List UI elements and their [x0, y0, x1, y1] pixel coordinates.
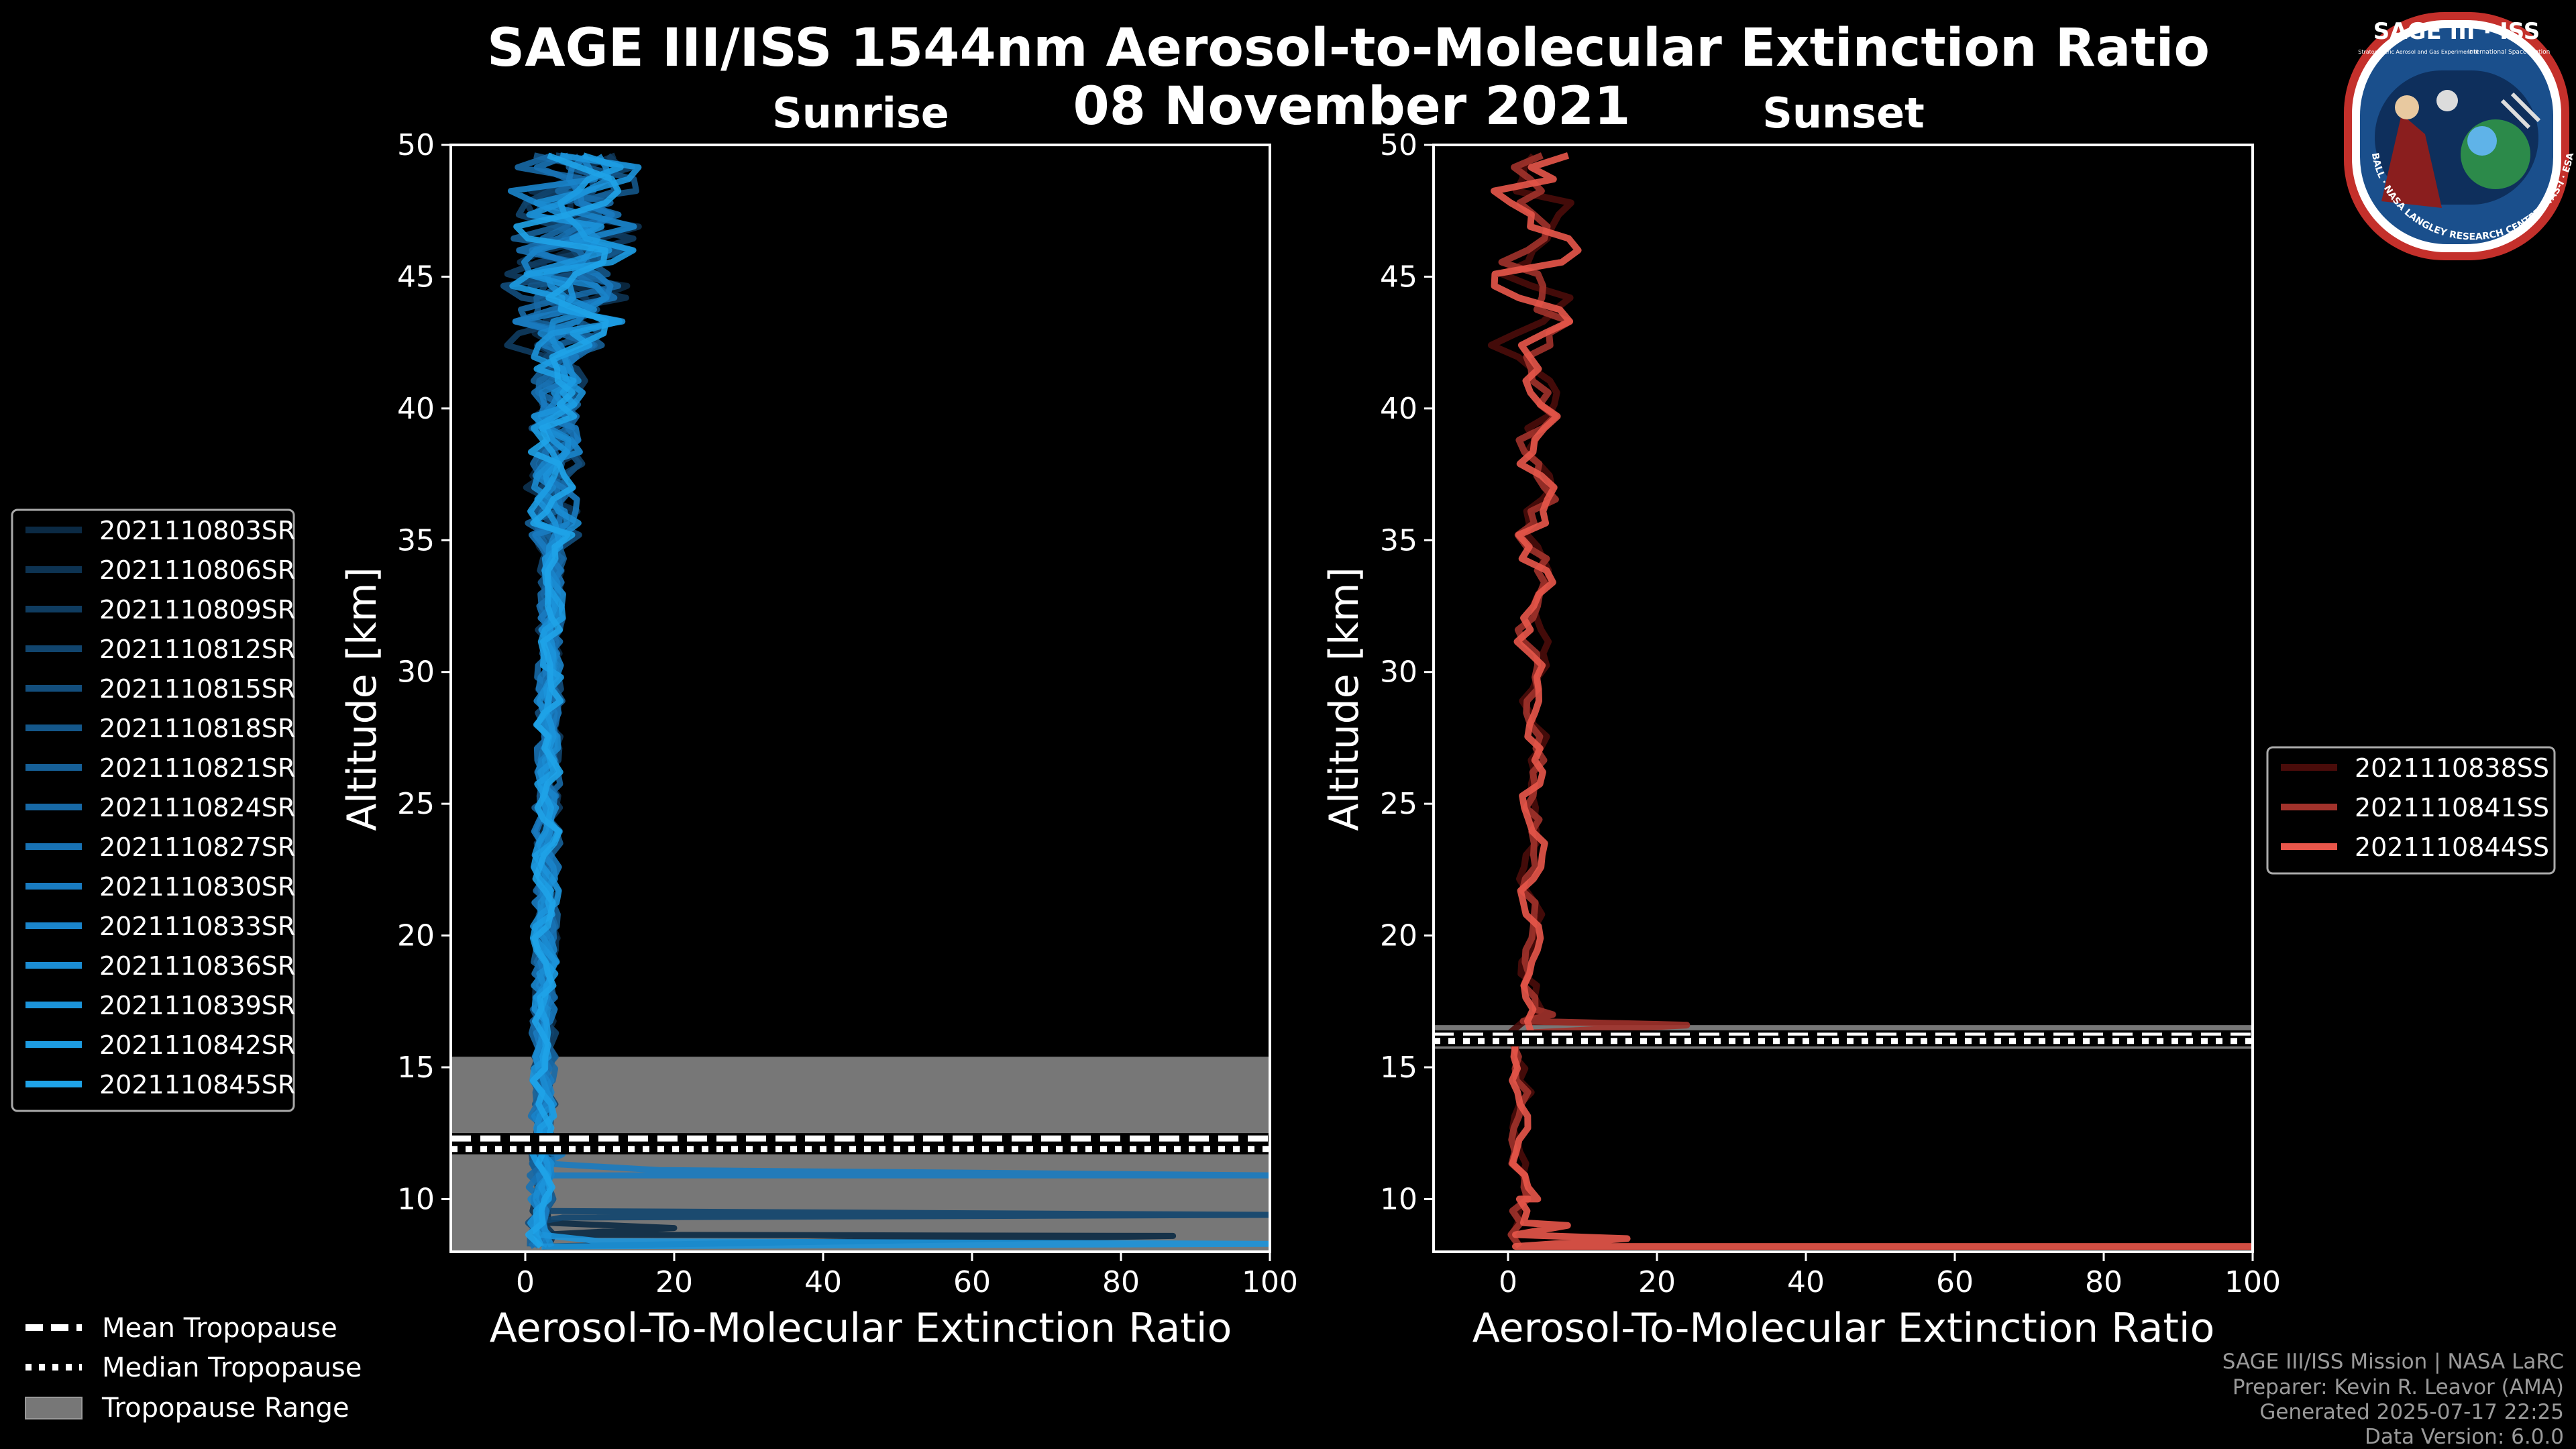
y-tick-label: 35 [397, 523, 435, 557]
y-tick-label: 50 [1380, 128, 1417, 162]
logo-subtitle-left: Stratospheric Aerosol and Gas Experiment… [2358, 49, 2478, 55]
y-tick-label: 40 [1380, 392, 1417, 426]
x-tick-label: 20 [655, 1265, 693, 1299]
x-tick-label: 40 [1787, 1265, 1825, 1299]
x-tick-label: 60 [953, 1265, 991, 1299]
footer-mission: SAGE III/ISS Mission | NASA LaRC [2222, 1350, 2564, 1374]
y-tick-label: 15 [1380, 1051, 1417, 1085]
x-tick-label: 80 [1102, 1265, 1140, 1299]
earth-icon [2461, 119, 2530, 189]
legend-label-2021110827SR: 2021110827SR [99, 833, 295, 862]
x-tick-label: 40 [804, 1265, 842, 1299]
sunset-panel: 0 20 40 60 80 100 10 15 20 25 30 35 40 45 50 [1380, 128, 2281, 1299]
y-tick-label: 10 [1380, 1182, 1417, 1216]
profile-line-2021110845SR [513, 152, 622, 1249]
y-tick-label: 20 [1380, 919, 1417, 953]
logo-subtitle-right: International Space Station [2468, 49, 2551, 56]
moon-icon [2436, 90, 2458, 111]
legend-label-2021110830SR: 2021110830SR [99, 872, 295, 902]
plot-frame [1432, 144, 2254, 1253]
footer: SAGE III/ISS Mission | NASA LaRC Prepare… [2222, 1350, 2564, 1449]
y-tick-label: 30 [397, 655, 435, 690]
sunrise-y-axis-label: Altitude [km] [339, 567, 386, 831]
legend-label-2021110809SR: 2021110809SR [99, 595, 295, 625]
sunset-x-axis-label: Aerosol-To-Molecular Extinction Ratio [1472, 1305, 2215, 1352]
profile-line-2021110844SS [1491, 152, 2253, 1250]
y-tick-label: 30 [1380, 655, 1417, 690]
plot-area [1434, 145, 2253, 1252]
y-tick-label: 15 [397, 1051, 435, 1085]
legend-label-2021110844SS: 2021110844SS [2355, 833, 2549, 862]
footer-preparer: Preparer: Kevin R. Leavor (AMA) [2233, 1375, 2564, 1399]
x-tick-label: 100 [1242, 1265, 1298, 1299]
legend-label-2021110838SS: 2021110838SS [2355, 753, 2549, 783]
y-tick-label: 25 [397, 787, 435, 821]
y-tick-label: 50 [397, 128, 435, 162]
y-tick-label: 45 [1380, 260, 1417, 294]
x-tick-label: 20 [1638, 1265, 1676, 1299]
footer-data-version: Data Version: 6.0.0 [2365, 1425, 2564, 1449]
legend-label-2021110821SR: 2021110821SR [99, 753, 295, 783]
legend-label-2021110839SR: 2021110839SR [99, 991, 295, 1020]
footer-generated: Generated 2025-07-17 22:25 [2259, 1400, 2564, 1424]
profile-line-2021110838SS [1487, 153, 1574, 1248]
y-tick-label: 25 [1380, 787, 1417, 821]
tropopause-legend: Mean Tropopause Median Tropopause Tropop… [25, 1313, 362, 1424]
x-tick-label: 0 [1499, 1265, 1517, 1299]
x-tick-label: 80 [2085, 1265, 2123, 1299]
tropopause-range-label: Tropopause Range [101, 1393, 350, 1424]
legend-label-2021110818SR: 2021110818SR [99, 714, 295, 743]
legend-label-2021110824SR: 2021110824SR [99, 793, 295, 822]
x-tick-label: 100 [2224, 1265, 2281, 1299]
y-tick-label: 10 [397, 1182, 435, 1216]
sunrise-legend: 2021110803SR 2021110806SR 2021110809SR 2021… [11, 508, 295, 1112]
sunset-legend: 2021110838SS 2021110841SS 2021110844SS [2266, 746, 2556, 875]
y-tick-label: 20 [397, 919, 435, 953]
tropopause-range-swatch [25, 1397, 83, 1419]
logo-title: SAGE III · ISS [2373, 18, 2540, 45]
iss-icon [2500, 92, 2541, 129]
y-tick-label: 45 [397, 260, 435, 294]
median-tropopause-label: Median Tropopause [102, 1352, 362, 1383]
x-tick-label: 0 [516, 1265, 535, 1299]
legend-label-2021110803SR: 2021110803SR [99, 516, 295, 545]
legend-label-2021110845SR: 2021110845SR [99, 1070, 295, 1099]
sunrise-panel-title: Sunrise [772, 89, 949, 138]
sage-iii-iss-logo: SAGE III · ISS Stratospheric Aerosol and… [2344, 12, 2576, 260]
chart-title: SAGE III/ISS 1544nm Aerosol-to-Molecular… [487, 18, 2210, 78]
plot-frame [449, 144, 1271, 1253]
y-tick-label: 35 [1380, 523, 1417, 557]
mean-tropopause-label: Mean Tropopause [102, 1313, 337, 1344]
sunrise-panel: 0 20 40 60 80 100 10 15 20 25 30 35 40 45 50 [397, 128, 1298, 1299]
legend-label-2021110833SR: 2021110833SR [99, 912, 295, 941]
legend-label-2021110836SR: 2021110836SR [99, 951, 295, 981]
legend-label-2021110815SR: 2021110815SR [99, 674, 295, 704]
sunset-y-axis-label: Altitude [km] [1321, 567, 1368, 831]
figure-icon [2381, 114, 2442, 208]
legend-label-2021110842SR: 2021110842SR [99, 1030, 295, 1060]
chart-date: 08 November 2021 [1073, 76, 1630, 137]
x-tick-label: 60 [1936, 1265, 1974, 1299]
sunset-panel-title: Sunset [1762, 89, 1925, 138]
legend-label-2021110812SR: 2021110812SR [99, 635, 295, 664]
legend-label-2021110806SR: 2021110806SR [99, 555, 295, 585]
legend-label-2021110841SS: 2021110841SS [2355, 793, 2549, 822]
sunrise-x-axis-label: Aerosol-To-Molecular Extinction Ratio [490, 1305, 1232, 1352]
y-tick-label: 40 [397, 392, 435, 426]
